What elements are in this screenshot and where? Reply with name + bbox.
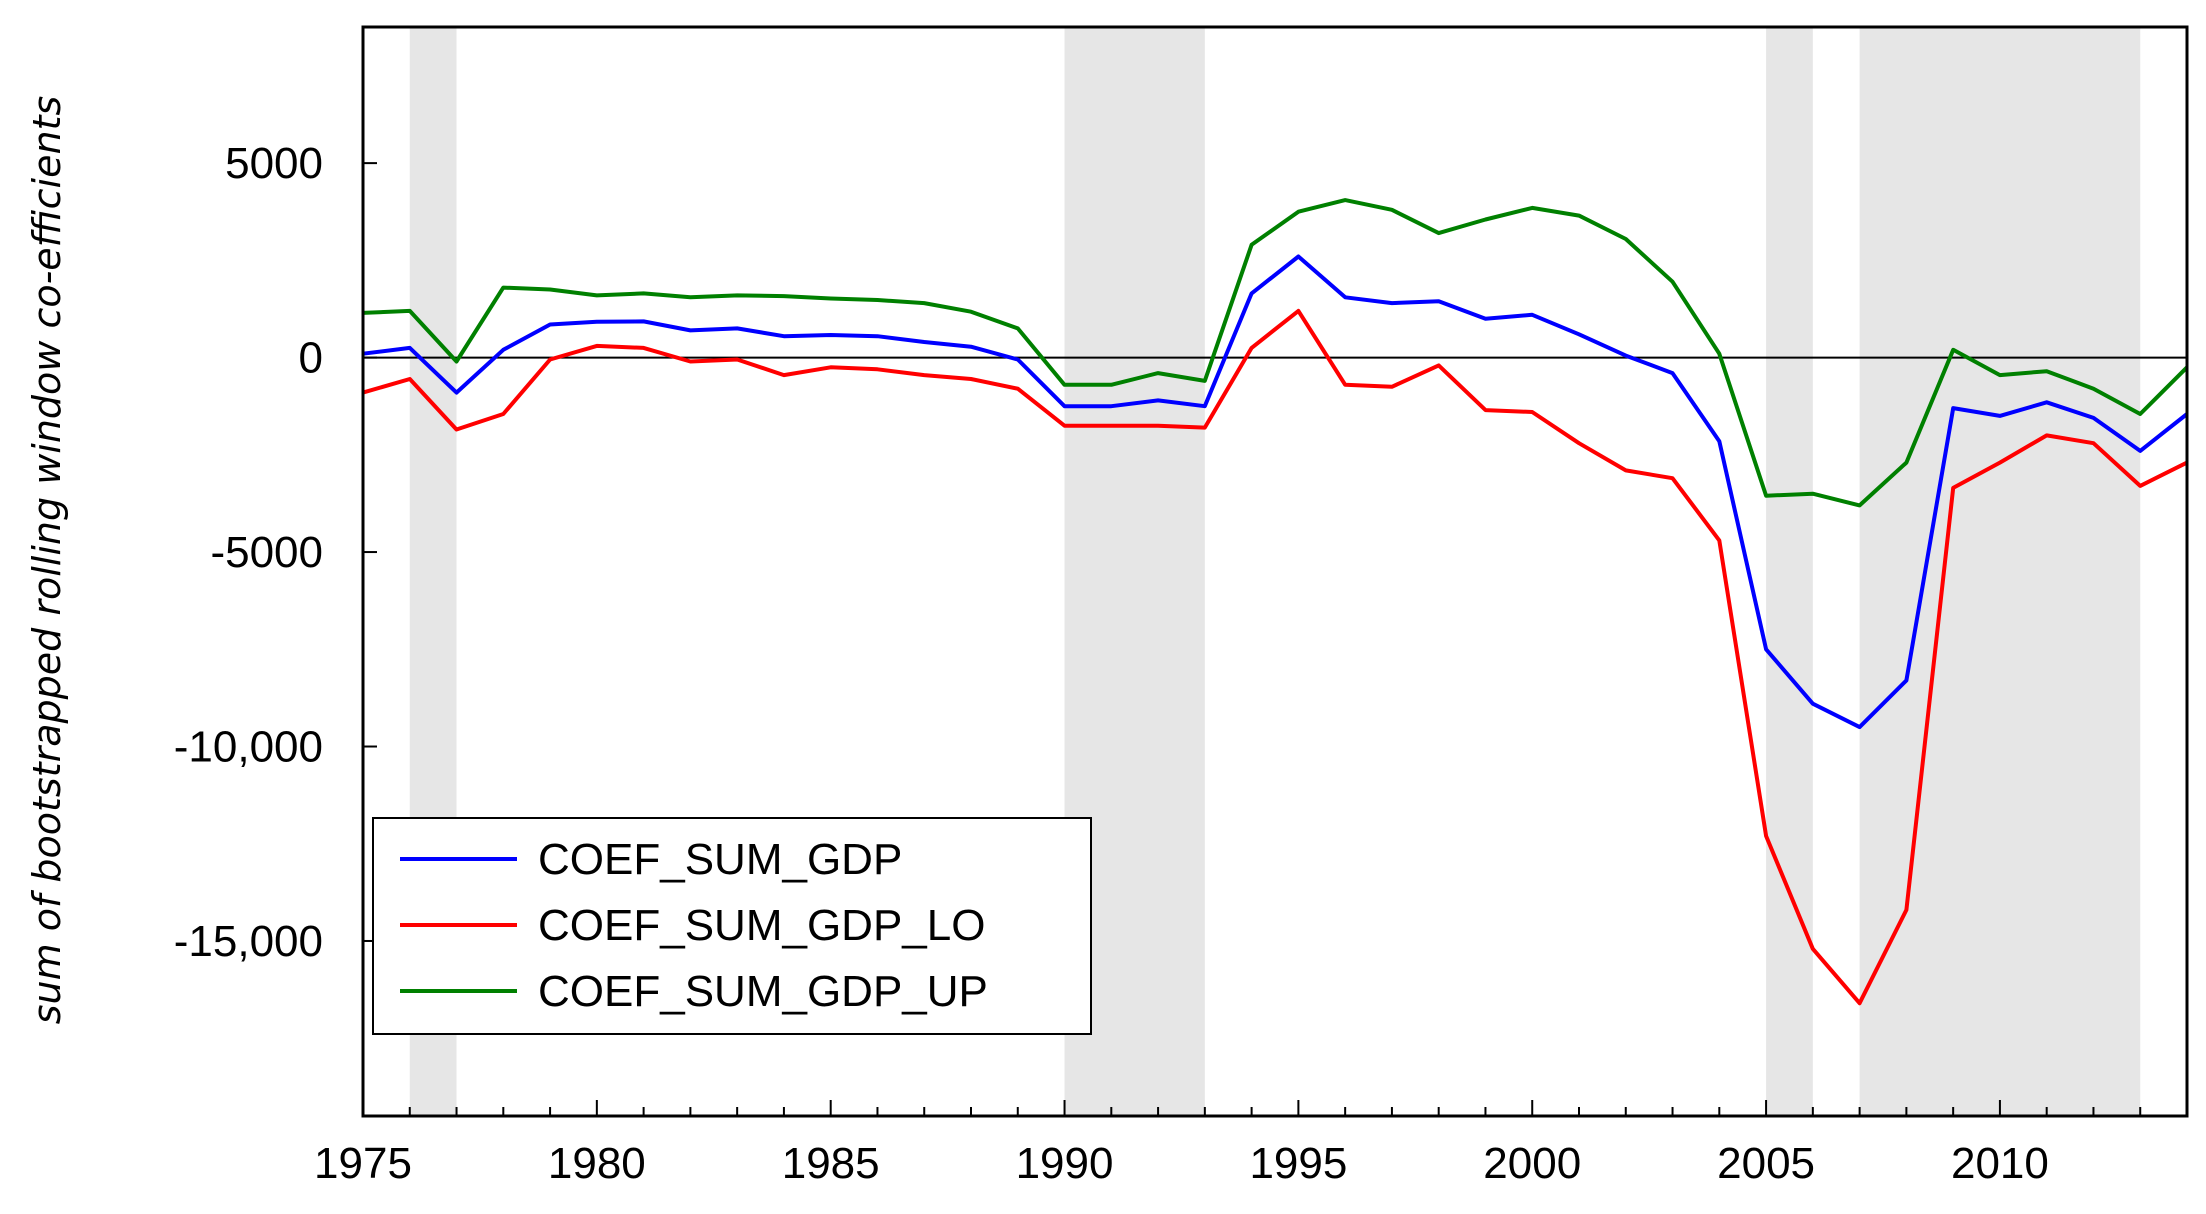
y-axis: 5000 0 -5000 -10,000 -15,000 [174, 139, 377, 966]
series-layer [362, 198, 2189, 1006]
series-line-coef-sum-gdp-up [362, 198, 2189, 508]
shaded-period-2005-2006 [1766, 27, 1813, 1116]
x-tick-label-1995: 1995 [1249, 1139, 1347, 1188]
plot-frame [361, 25, 2189, 1118]
series-line-coef-sum-gdp [362, 254, 2189, 730]
x-tick-label-2000: 2000 [1483, 1139, 1581, 1188]
shaded-period-2007-2013 [1859, 27, 2141, 1116]
legend-item-coef-sum-gdp: COEF_SUM_GDP [400, 835, 902, 884]
x-axis: 1975 1980 1985 1990 1995 2000 2005 2010 [314, 1100, 2188, 1188]
legend-label-coef-sum-gdp-up: COEF_SUM_GDP_UP [538, 967, 988, 1016]
y-tick-label--5000: -5000 [210, 528, 323, 577]
x-tick-label-2005: 2005 [1717, 1139, 1815, 1188]
legend-label-coef-sum-gdp: COEF_SUM_GDP [538, 835, 902, 884]
x-tick-label-1975: 1975 [314, 1139, 412, 1188]
legend-item-coef-sum-gdp-up: COEF_SUM_GDP_UP [400, 967, 988, 1016]
x-tick-label-1985: 1985 [782, 1139, 880, 1188]
y-tick-label-0: 0 [299, 334, 323, 383]
x-tick-label-1980: 1980 [548, 1139, 646, 1188]
y-tick-label--15000: -15,000 [174, 917, 323, 966]
legend-item-coef-sum-gdp-lo: COEF_SUM_GDP_LO [400, 901, 985, 950]
y-tick-label--10000: -10,000 [174, 723, 323, 772]
y-tick-label-5000: 5000 [225, 139, 323, 188]
x-tick-label-2010: 2010 [1951, 1139, 2049, 1188]
x-tick-label-1990: 1990 [1016, 1139, 1114, 1188]
series-line-coef-sum-gdp-lo [362, 308, 2188, 1006]
y-axis-title: sum of bootstrapped rolling window co-ef… [25, 96, 69, 1025]
shaded-periods [409, 27, 2141, 1116]
legend-label-coef-sum-gdp-lo: COEF_SUM_GDP_LO [538, 901, 985, 950]
legend: COEF_SUM_GDP COEF_SUM_GDP_LO COEF_SUM_GD… [372, 817, 1092, 1035]
